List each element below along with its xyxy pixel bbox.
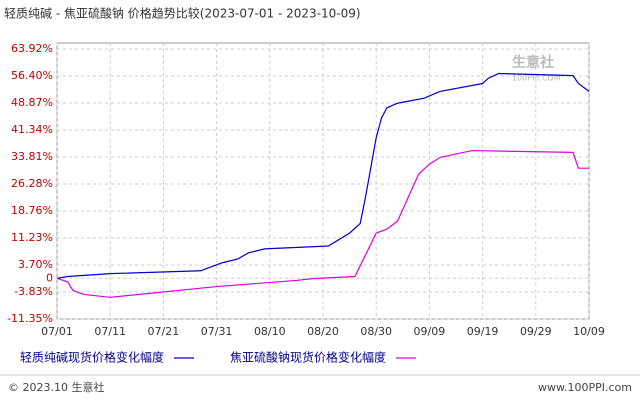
- series-line: [56, 149, 589, 298]
- y-tick-label: 11.23%: [11, 231, 53, 244]
- y-tick-label: 18.76%: [11, 204, 53, 217]
- watermark: 生意社: [512, 54, 554, 71]
- footer-right: www.100PPI.com: [538, 381, 632, 394]
- y-tick-label: 63.92%: [11, 42, 53, 55]
- x-tick-label: 09/09: [414, 325, 446, 338]
- y-tick-label: 3.70%: [18, 258, 53, 271]
- x-tick-label: 09/19: [467, 325, 499, 338]
- x-tick-label: 07/01: [41, 325, 73, 338]
- x-tick-label: 10/09: [573, 325, 605, 338]
- x-tick-label: 07/21: [148, 325, 180, 338]
- x-tick-label: 08/10: [254, 325, 286, 338]
- y-tick-label: 33.81%: [11, 150, 53, 163]
- legend-label: 轻质纯碱现货价格变化幅度: [20, 350, 164, 365]
- y-tick-label: 48.87%: [11, 96, 53, 109]
- y-tick-label: 56.40%: [11, 69, 53, 82]
- y-tick-label: 26.28%: [11, 177, 53, 190]
- footer-left: © 2023.10 生意社: [8, 380, 104, 394]
- watermark-sub: 100PPI.COM: [512, 74, 561, 83]
- x-tick-label: 09/29: [520, 325, 552, 338]
- x-tick-label: 07/11: [94, 325, 126, 338]
- x-tick-label: 08/30: [360, 325, 392, 338]
- legend-label: 焦亚硫酸钠现货价格变化幅度: [230, 350, 386, 365]
- y-tick-label: -11.35%: [7, 312, 53, 325]
- x-tick-label: 08/20: [307, 325, 339, 338]
- series-line: [56, 72, 590, 279]
- y-tick-label: -3.83%: [14, 285, 53, 298]
- chart-title: 轻质纯碱 - 焦亚硫酸钠 价格趋势比较(2023-07-01 - 2023-10…: [4, 6, 361, 21]
- y-tick-label: 0: [46, 271, 53, 284]
- y-tick-label: 41.34%: [11, 123, 53, 136]
- x-tick-label: 07/31: [201, 325, 233, 338]
